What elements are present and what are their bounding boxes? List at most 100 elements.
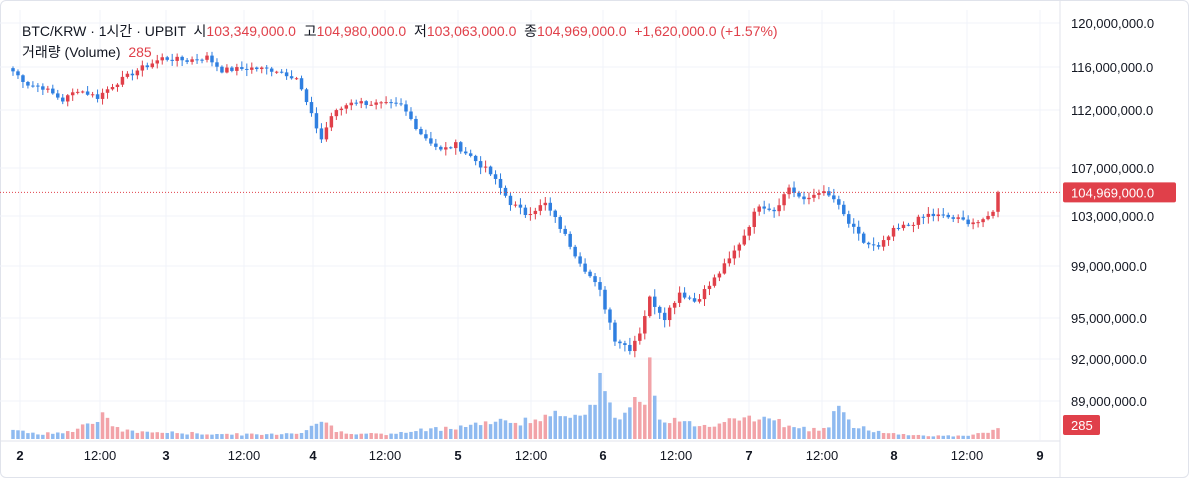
volume-bar <box>787 425 791 439</box>
volume-bar <box>449 428 453 439</box>
candle-body <box>553 210 557 218</box>
candle-body <box>946 214 950 218</box>
volume-bar <box>553 410 557 439</box>
candle-body <box>269 68 274 72</box>
candle-body <box>245 68 249 70</box>
volume-bar <box>419 428 423 439</box>
volume-bar <box>379 433 383 439</box>
time-tick-label: 12:00 <box>369 448 402 463</box>
volume-bar <box>996 428 1000 439</box>
candle-body <box>180 56 184 61</box>
interval-label[interactable]: 1시간 <box>98 23 133 39</box>
candle-body <box>926 213 931 217</box>
volume-bar <box>100 412 105 439</box>
candle-body <box>672 302 677 308</box>
volume-bar <box>772 420 776 439</box>
volume-bar <box>110 426 115 439</box>
volume-bar <box>274 434 279 439</box>
candle-body <box>777 205 781 212</box>
volume-bar <box>762 416 766 439</box>
candle-body <box>931 213 936 217</box>
volume-bar <box>374 433 378 439</box>
candle-body <box>533 210 538 215</box>
candle-body <box>951 217 955 219</box>
candle-body <box>682 292 687 298</box>
volume-bar <box>866 430 871 439</box>
candle-body <box>956 217 960 219</box>
volume-bar <box>180 433 184 439</box>
candle-body <box>971 222 975 225</box>
volume-bar <box>777 418 781 439</box>
volume-bar <box>384 435 388 439</box>
candle-body <box>488 166 493 175</box>
volume-bar <box>399 431 403 439</box>
volume-bar <box>269 433 274 439</box>
candle-body <box>747 226 752 236</box>
candle-body <box>916 216 921 225</box>
volume-label[interactable]: 거래량 (Volume) <box>22 44 121 60</box>
candle-body <box>657 306 662 313</box>
volume-bar <box>369 433 373 439</box>
volume-bar <box>279 434 284 439</box>
volume-bar <box>488 424 493 439</box>
volume-bar <box>847 419 851 439</box>
price-axis[interactable]: 120,000,000.0 116,000,000.0 112,000,000.0 1… <box>1071 16 1154 409</box>
volume-bar <box>140 431 145 439</box>
volume-bar <box>409 431 413 439</box>
volume-bar <box>394 433 398 439</box>
volume-bar <box>463 427 468 439</box>
volume-bar <box>603 391 607 439</box>
candle-body <box>911 224 916 226</box>
volume-bar <box>618 419 622 439</box>
candle-body <box>424 134 428 139</box>
volume-bar <box>294 433 299 439</box>
volume-bar <box>931 436 936 439</box>
candle-body <box>458 142 463 152</box>
volume-bar <box>782 427 786 439</box>
volume-bar <box>742 417 747 439</box>
close-label: 종 <box>524 23 538 39</box>
volume-bar <box>911 435 916 439</box>
open-value: 103,349,000.0 <box>206 23 296 39</box>
volume-value: 285 <box>128 44 152 60</box>
volume-bar <box>324 422 329 439</box>
candle-body <box>876 245 881 247</box>
candle-body <box>901 224 906 229</box>
volume-bar <box>41 434 45 439</box>
volume-bar <box>215 434 219 439</box>
symbol-label[interactable]: BTC/KRW <box>22 23 87 39</box>
volume-bar <box>822 427 826 439</box>
candle-body <box>881 240 886 247</box>
candle-body <box>837 199 841 205</box>
volume-bar <box>220 434 224 439</box>
price-tick-label: 116,000,000.0 <box>1071 60 1153 75</box>
candle-body <box>165 57 169 60</box>
volume-bar <box>792 427 796 439</box>
candle-body <box>374 102 378 105</box>
time-tick-label: 9 <box>1036 448 1043 463</box>
volume-bar <box>563 416 567 439</box>
volume-bar <box>454 429 458 439</box>
volume-bar <box>31 432 35 439</box>
price-tick-label: 95,000,000.0 <box>1071 311 1147 326</box>
candle-body <box>324 127 329 140</box>
volume-bar <box>802 426 806 439</box>
candle-body <box>727 258 732 264</box>
candle-body <box>110 87 115 90</box>
volume-bar <box>891 433 896 439</box>
volume-bar <box>817 430 821 439</box>
candle-body <box>434 143 438 147</box>
candle-body <box>289 76 294 79</box>
candle-body <box>294 78 299 80</box>
high-value: 104,980,000.0 <box>316 23 407 39</box>
volume-bar <box>876 430 881 439</box>
volume-bar <box>473 422 478 439</box>
candle-body <box>225 67 229 73</box>
volume-bar <box>976 433 980 439</box>
time-axis[interactable]: 2 12:00 3 12:00 4 12:00 5 12:00 6 12:00 7 12:00 8 12:… <box>16 448 1043 463</box>
candle-body <box>996 192 1000 212</box>
volume-bar <box>812 427 816 439</box>
candle-body <box>583 263 587 272</box>
